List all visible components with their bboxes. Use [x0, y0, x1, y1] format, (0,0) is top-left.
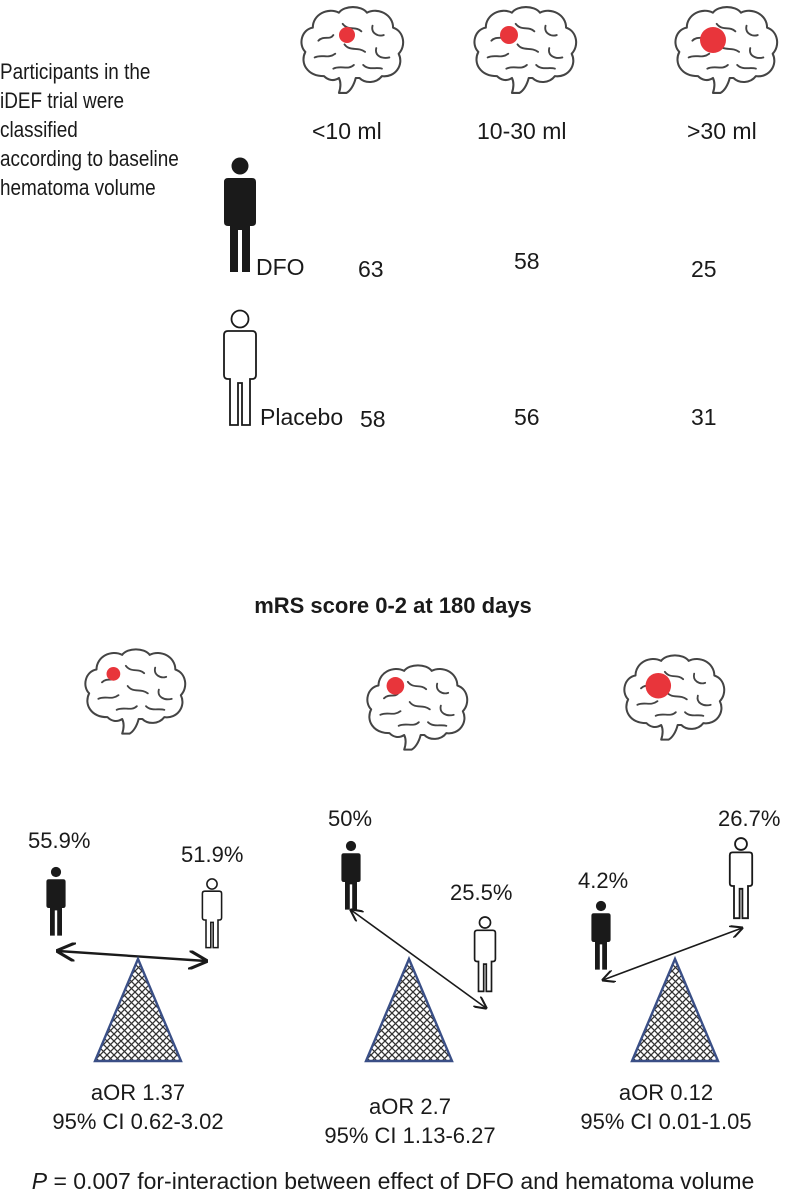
dfo-percentage: 55.9% — [28, 828, 91, 853]
volume-group-label: <10 ml — [312, 118, 382, 144]
intro-line: hematoma volume — [0, 175, 156, 200]
intro-line: according to baseline — [0, 146, 179, 171]
brain-large-hematoma-icon — [674, 6, 779, 94]
placebo-count: 31 — [691, 404, 717, 430]
brain-medium-hematoma-icon — [366, 664, 469, 751]
ci-value: 95% CI 0.62-3.02 — [52, 1109, 224, 1134]
dfo-count: 58 — [514, 248, 540, 274]
dfo-arm-label: DFO — [256, 254, 305, 280]
p-value-text: = 0.007 for-interaction between effect o… — [47, 1168, 755, 1194]
brain-large-hematoma-icon — [623, 654, 726, 741]
dfo-count: 25 — [691, 256, 717, 282]
brain-medium-hematoma-icon — [473, 6, 578, 94]
dfo-percentage: 50% — [328, 806, 373, 831]
aor-value: aOR 2.7 — [369, 1094, 451, 1119]
placebo-count: 56 — [514, 404, 540, 430]
brain-small-hematoma-icon — [300, 6, 405, 94]
outcome-title: mRS score 0-2 at 180 days — [254, 593, 532, 618]
fulcrum-triangle — [630, 955, 720, 1063]
intro-line: iDEF trial were classified — [0, 88, 125, 142]
ci-value: 95% CI 0.01-1.05 — [580, 1109, 752, 1134]
intro-text: Participants in the iDEF trial were clas… — [0, 57, 191, 202]
aor-value: aOR 0.12 — [618, 1080, 714, 1105]
volume-group-label: >30 ml — [687, 118, 757, 144]
placebo-percentage: 26.7% — [718, 806, 781, 831]
fulcrum-triangle — [364, 955, 454, 1063]
dfo-count: 63 — [358, 256, 384, 282]
aor-value: aOR 1.37 — [90, 1080, 186, 1105]
intro-line: Participants in the — [0, 59, 151, 84]
brain-small-hematoma-icon — [84, 648, 187, 735]
fulcrum-triangle — [93, 955, 183, 1063]
dfo-percentage: 4.2% — [578, 868, 629, 893]
p-symbol: P — [31, 1168, 48, 1194]
placebo-arm-label: Placebo — [260, 404, 344, 430]
placebo-percentage: 51.9% — [181, 842, 244, 867]
placebo-count: 58 — [360, 406, 386, 432]
interaction-p-value: P = 0.007 for-interaction between effect… — [0, 1168, 786, 1195]
volume-group-label: 10-30 ml — [477, 118, 567, 144]
placebo-percentage: 25.5% — [450, 880, 513, 905]
ci-value: 95% CI 1.13-6.27 — [324, 1123, 496, 1148]
